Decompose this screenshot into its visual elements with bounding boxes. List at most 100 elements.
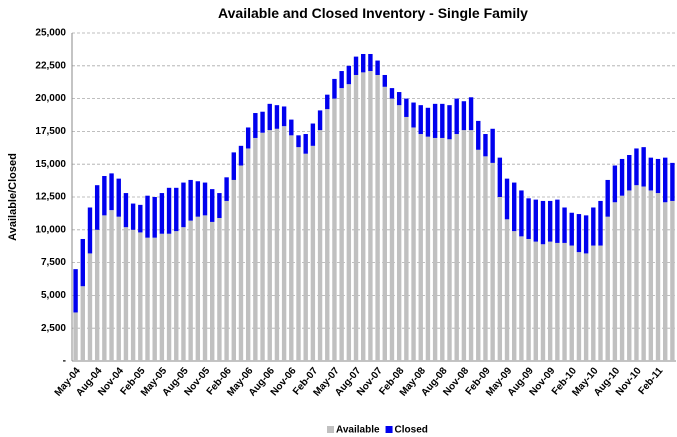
bar-segment xyxy=(138,232,143,361)
bar-segment xyxy=(87,207,93,254)
bar-segment xyxy=(598,245,603,361)
bar-segment xyxy=(497,197,503,361)
y-tick-label: 7,500 xyxy=(41,257,66,268)
bar-segment xyxy=(375,74,380,361)
bar-segment xyxy=(181,182,186,228)
legend-label: Available xyxy=(336,425,380,436)
bar-segment xyxy=(102,176,107,216)
legend-swatch xyxy=(327,426,334,433)
bar-segment xyxy=(461,130,467,361)
bar-segment xyxy=(166,187,172,234)
bar-segment xyxy=(490,162,495,361)
bar-segment xyxy=(202,215,208,361)
bar-segment xyxy=(116,178,121,217)
bar-segment xyxy=(382,74,387,87)
bar-segment xyxy=(332,78,337,99)
bar-segment xyxy=(80,238,85,287)
y-tick-label: 2,500 xyxy=(41,323,66,334)
bar-segment xyxy=(418,105,423,135)
bar-segment xyxy=(73,312,78,361)
bar-segment xyxy=(238,165,244,361)
bar-segment xyxy=(130,229,136,361)
bar-segment xyxy=(562,242,567,361)
bar-segment xyxy=(253,137,258,361)
bar-segment xyxy=(188,220,193,361)
bar-segment xyxy=(346,65,352,85)
bar-segment xyxy=(576,252,582,361)
bar-segment xyxy=(152,237,157,361)
bar-segment xyxy=(562,207,567,243)
bar-segment xyxy=(497,157,503,197)
bar-segment xyxy=(210,189,215,222)
bar-segment xyxy=(231,152,236,180)
bar-segment xyxy=(382,86,387,362)
y-tick-label: 5,000 xyxy=(41,290,66,301)
bar-segment xyxy=(440,103,445,138)
bar-segment xyxy=(202,182,208,216)
bar-segment xyxy=(468,130,474,361)
bar-segment xyxy=(583,215,589,254)
bar-segment xyxy=(339,71,344,89)
bar-segment xyxy=(317,130,323,361)
bar-segment xyxy=(289,119,294,136)
y-tick-label: - xyxy=(63,356,66,367)
bar-segment xyxy=(648,157,654,191)
bar-segment xyxy=(267,130,272,361)
bar-segment xyxy=(224,200,229,361)
bar-segment xyxy=(598,200,603,246)
bar-segment xyxy=(583,253,589,361)
bar-segment xyxy=(361,53,366,73)
bar-segment xyxy=(591,207,596,246)
bar-segment xyxy=(289,135,294,361)
bar-segment xyxy=(231,179,236,361)
bar-segment xyxy=(389,98,395,361)
bar-segment xyxy=(195,216,201,361)
bar-segment xyxy=(411,127,416,362)
bar-segment xyxy=(339,88,344,361)
bar-segment xyxy=(670,200,675,361)
bar-segment xyxy=(504,178,510,220)
bar-segment xyxy=(368,53,373,72)
bar-segment xyxy=(634,148,639,186)
bar-segment xyxy=(519,190,524,237)
bar-segment xyxy=(619,158,625,196)
bar-segment xyxy=(619,195,625,361)
bar-segment xyxy=(260,132,265,361)
bar-segment xyxy=(440,137,445,361)
y-tick-label: 15,000 xyxy=(35,159,66,170)
bar-segment xyxy=(612,165,618,203)
bar-segment xyxy=(396,105,402,361)
bar-segment xyxy=(526,198,531,239)
bar-segment xyxy=(80,286,85,361)
bar-segment xyxy=(310,123,316,146)
bar-segment xyxy=(73,269,78,313)
bar-segment xyxy=(296,147,301,361)
bar-segment xyxy=(418,134,423,361)
bar-segment xyxy=(533,241,538,361)
bar-segment xyxy=(425,107,431,137)
bar-segment xyxy=(274,128,280,361)
bar-segment xyxy=(425,136,431,361)
bar-segment xyxy=(547,241,553,361)
bar-segment xyxy=(102,215,107,361)
bar-segment xyxy=(94,185,100,230)
bar-segment xyxy=(224,177,229,201)
chart-title: Available and Closed Inventory - Single … xyxy=(218,5,528,21)
bar-segment xyxy=(325,94,330,110)
bar-segment xyxy=(267,103,272,131)
bar-segment xyxy=(569,245,574,361)
bar-segment xyxy=(432,103,438,138)
bar-segment xyxy=(663,157,668,203)
bar-segment xyxy=(569,212,574,246)
bar-segment xyxy=(245,127,251,149)
bar-segment xyxy=(555,242,560,361)
bar-segment xyxy=(152,197,157,238)
bar-segment xyxy=(109,173,114,211)
bar-segment xyxy=(576,214,582,253)
bar-segment xyxy=(540,200,546,245)
bar-segment xyxy=(663,202,668,361)
bar-segment xyxy=(411,102,416,128)
bar-segment xyxy=(310,145,316,361)
bar-segment xyxy=(476,120,481,150)
